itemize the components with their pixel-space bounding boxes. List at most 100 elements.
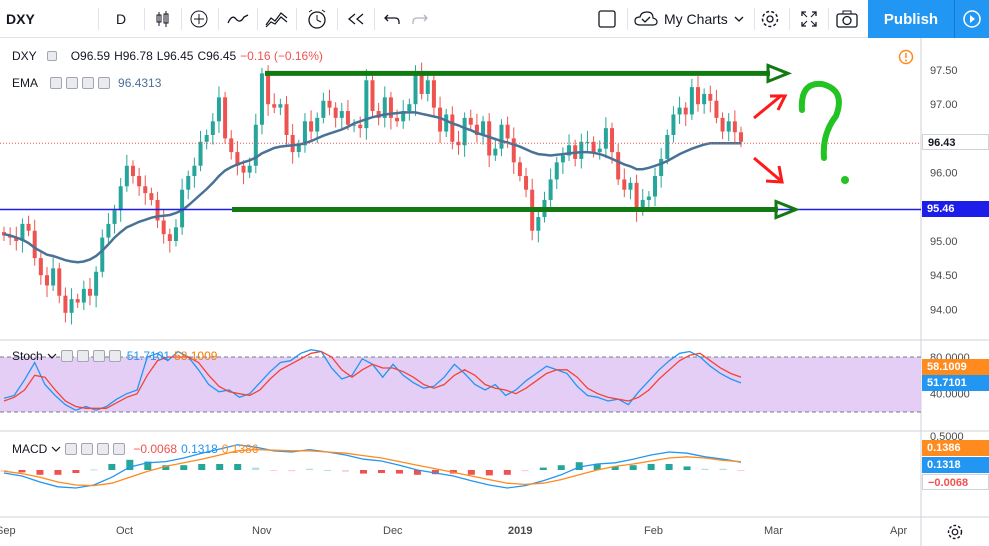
publish-dropdown-button[interactable] xyxy=(954,0,989,38)
price-axis-label: 96.00 xyxy=(930,168,958,180)
candle-body xyxy=(69,299,74,313)
chart-canvas[interactable]: 97.5097.0096.5096.0095.5095.0094.5094.00… xyxy=(0,38,989,546)
candle-body xyxy=(204,134,209,142)
bar-style-icon[interactable] xyxy=(150,0,176,38)
candle-body xyxy=(216,97,221,122)
candle-body xyxy=(382,97,387,118)
stoch-legend: Stoch 51.7101 58.1009 xyxy=(12,349,217,363)
macd-histogram-bar xyxy=(539,467,547,470)
candle-body xyxy=(32,230,37,259)
macd-histogram-bar xyxy=(485,470,493,476)
candle-body xyxy=(628,182,633,190)
price-axis-label: 95.00 xyxy=(930,236,958,248)
candle-body xyxy=(315,117,320,132)
close-icon[interactable] xyxy=(98,77,111,89)
more-icon[interactable] xyxy=(92,350,105,362)
camera-icon[interactable] xyxy=(834,0,860,38)
more-icon[interactable] xyxy=(97,443,110,455)
candle-body xyxy=(51,268,56,286)
divider xyxy=(181,8,182,30)
close-icon[interactable] xyxy=(113,443,126,455)
candle-body xyxy=(720,117,725,132)
gear-icon[interactable] xyxy=(76,350,89,362)
warning-icon[interactable] xyxy=(898,49,914,70)
candle-body xyxy=(180,189,185,228)
symbol-search[interactable]: DXY xyxy=(6,0,46,38)
publish-button[interactable]: Publish xyxy=(868,0,954,38)
candle-body xyxy=(100,237,105,272)
stoch-d-value: 58.1009 xyxy=(174,349,218,363)
candle-body xyxy=(616,152,621,180)
chevron-down-icon[interactable] xyxy=(51,446,61,452)
legend-ohlc-open: O96.59 xyxy=(70,49,111,63)
support-arrow-head xyxy=(774,199,801,220)
candle-body xyxy=(44,275,49,286)
time-axis-label: Sep xyxy=(0,525,16,537)
replay-icon[interactable] xyxy=(343,0,369,38)
time-axis-label: Mar xyxy=(764,525,783,537)
my-charts-label: My Charts xyxy=(664,11,728,27)
macd-histogram-bar xyxy=(611,466,619,470)
macd-histogram-bar xyxy=(198,464,206,470)
eye-icon[interactable] xyxy=(60,350,73,362)
candle-body xyxy=(689,87,694,115)
alert-clock-icon[interactable] xyxy=(303,0,331,38)
eye-icon[interactable] xyxy=(65,443,78,455)
macd-histogram-bar xyxy=(324,470,332,471)
time-axis-label: 2019 xyxy=(508,525,532,537)
candle-body xyxy=(438,107,443,132)
candle-body xyxy=(517,162,522,177)
macd-hist-tag: −0.0068 xyxy=(922,474,989,490)
price-axis-label: 97.00 xyxy=(930,99,958,111)
interval-label: D xyxy=(115,11,127,27)
candle-body xyxy=(659,158,664,177)
price-axis-label: 97.50 xyxy=(930,65,958,77)
candle-body xyxy=(708,93,713,101)
chevron-down-icon xyxy=(734,16,744,22)
settings-gear-icon[interactable] xyxy=(757,0,783,38)
candle-body xyxy=(560,155,565,163)
candle-body xyxy=(247,165,252,173)
macd-histogram-bar xyxy=(413,470,421,475)
macd-histogram-bar xyxy=(665,464,673,470)
eye-icon[interactable] xyxy=(50,77,63,89)
candle-body xyxy=(585,141,590,143)
macd-histogram-bar xyxy=(252,467,260,470)
stoch-k-value: 51.7101 xyxy=(126,349,171,363)
candle-body xyxy=(75,299,80,303)
more-icon[interactable] xyxy=(82,77,95,89)
candle-body xyxy=(173,227,178,241)
stoch-series-line xyxy=(3,350,742,409)
undo-icon[interactable] xyxy=(380,0,404,38)
add-indicator-icon[interactable] xyxy=(186,0,212,38)
macd-histogram-bar xyxy=(503,470,511,475)
compare-icon[interactable] xyxy=(263,0,291,38)
candle-body xyxy=(63,295,68,313)
chevron-down-icon[interactable] xyxy=(47,353,57,359)
redo-icon[interactable] xyxy=(408,0,432,38)
gear-icon[interactable] xyxy=(66,77,79,89)
red-down-arrow xyxy=(753,156,781,182)
my-charts-button[interactable]: My Charts xyxy=(634,0,750,38)
candle-body xyxy=(640,199,645,211)
interval-button[interactable]: D xyxy=(108,0,134,38)
indicator-wave-icon[interactable] xyxy=(225,0,251,38)
resistance-arrow-head xyxy=(766,63,793,84)
red-down-arrow-head xyxy=(765,165,784,184)
fullscreen-icon[interactable] xyxy=(796,0,822,38)
candle-body xyxy=(259,73,264,125)
legend-eye-icon[interactable] xyxy=(46,51,57,61)
candle-body xyxy=(536,217,541,231)
candle-body xyxy=(554,162,559,180)
candle-body xyxy=(567,145,572,156)
gear-icon[interactable] xyxy=(81,443,94,455)
candle-body xyxy=(130,165,135,177)
candle-body xyxy=(143,186,148,194)
layout-icon[interactable] xyxy=(594,0,620,38)
symbol-label: DXY xyxy=(6,11,35,27)
divider xyxy=(257,8,258,30)
close-icon[interactable] xyxy=(108,350,121,362)
candle-body xyxy=(646,196,651,200)
macd-histogram-bar xyxy=(377,470,385,473)
settings-gear-icon[interactable] xyxy=(946,523,964,546)
